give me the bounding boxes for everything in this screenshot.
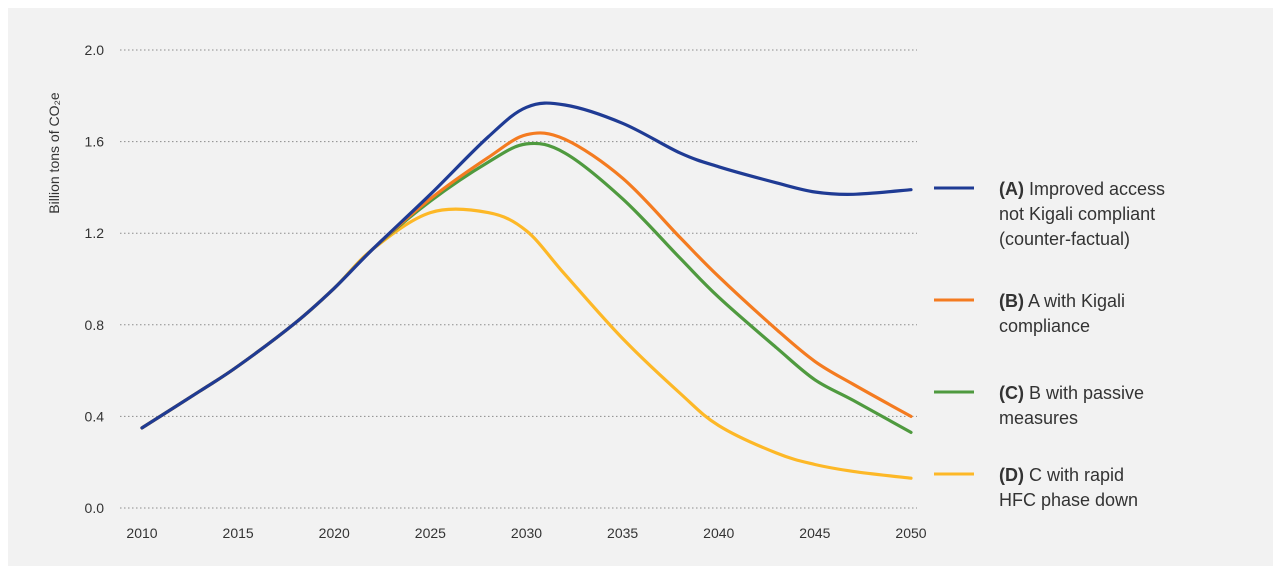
legend-label: (A) Improved access bbox=[999, 179, 1165, 199]
legend-label: compliance bbox=[999, 316, 1090, 336]
legend-item-a: (A) Improved access not Kigali compliant (… bbox=[934, 179, 1165, 249]
x-tick-label: 2025 bbox=[415, 525, 446, 541]
y-tick-label: 1.6 bbox=[85, 134, 105, 150]
legend-item-d: (D) C with rapid HFC phase down bbox=[934, 465, 1138, 510]
legend-label: (counter-factual) bbox=[999, 229, 1130, 249]
legend-key: (A) bbox=[999, 179, 1024, 199]
series-lines bbox=[140, 101, 913, 480]
legend-key: (B) bbox=[999, 291, 1024, 311]
y-tick-label: 2.0 bbox=[85, 42, 105, 58]
legend-item-b: (B) A with Kigali compliance bbox=[934, 291, 1125, 336]
legend-key: (C) bbox=[999, 383, 1024, 403]
x-tick-label: 2045 bbox=[799, 525, 830, 541]
x-tick-label: 2040 bbox=[703, 525, 734, 541]
x-tick-labels: 2010 2015 2020 2025 2030 2035 2040 2045 2050 bbox=[126, 525, 926, 541]
x-tick-label: 2020 bbox=[319, 525, 350, 541]
legend-item-c: (C) B with passive measures bbox=[934, 383, 1144, 428]
y-axis-title: Billion tons of CO₂e bbox=[46, 92, 62, 214]
x-tick-label: 2030 bbox=[511, 525, 542, 541]
legend-label: not Kigali compliant bbox=[999, 204, 1155, 224]
legend-label: (B) A with Kigali bbox=[999, 291, 1125, 311]
legend: (A) Improved access not Kigali compliant (… bbox=[934, 179, 1165, 510]
y-tick-label: 1.2 bbox=[85, 225, 105, 241]
series-line-b bbox=[140, 131, 913, 430]
legend-label: measures bbox=[999, 408, 1078, 428]
y-tick-label: 0.4 bbox=[85, 408, 105, 424]
x-tick-label: 2015 bbox=[223, 525, 254, 541]
y-tick-label: 0.0 bbox=[85, 500, 105, 516]
series-line-d bbox=[140, 207, 913, 480]
x-tick-label: 2035 bbox=[607, 525, 638, 541]
legend-key: (D) bbox=[999, 465, 1024, 485]
x-tick-label: 2050 bbox=[895, 525, 926, 541]
legend-label: (D) C with rapid bbox=[999, 465, 1124, 485]
y-tick-label: 0.8 bbox=[85, 317, 105, 333]
gridlines bbox=[120, 49, 917, 509]
line-chart: 0.00.40.81.21.62.0 2010 2015 2020 2025 2030 2… bbox=[46, 42, 1165, 541]
legend-label: (C) B with passive bbox=[999, 383, 1144, 403]
chart-panel: 0.0 0.4 0.8 1.2 1.6 2.0 2010 2015 2020 2025 2030 2… bbox=[8, 8, 1273, 566]
legend-label: HFC phase down bbox=[999, 490, 1138, 510]
x-tick-label: 2010 bbox=[126, 525, 157, 541]
y-tick-labels: 0.0 0.4 0.8 1.2 1.6 2.0 bbox=[85, 42, 105, 516]
series-line-a bbox=[140, 101, 913, 430]
